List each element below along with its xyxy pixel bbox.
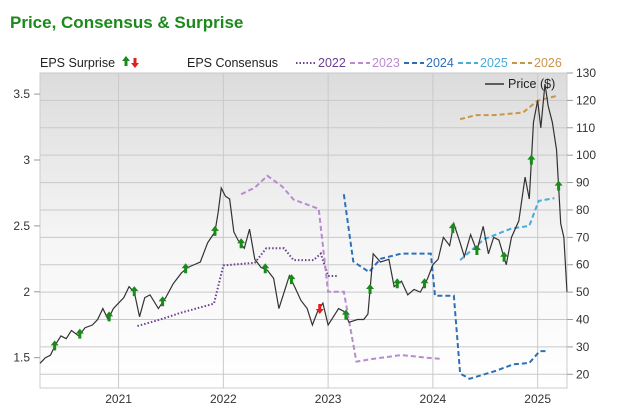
surprise-up-arrow-icon [75,328,84,339]
surprise-up-arrow-icon [130,286,139,297]
left-tick-label: 3 [23,153,30,167]
surprise-up-arrow-icon [554,180,563,191]
surprise-up-arrow-icon [261,263,270,274]
x-tick-label: 2022 [210,392,237,406]
right-tick-label: 50 [576,285,590,299]
surprise-up-arrow-icon [366,283,375,294]
legend-label-2024: 2024 [426,56,454,70]
surprise-up-arrow-icon [420,278,429,289]
legend-label-2026: 2026 [534,56,562,70]
right-tick-label: 70 [576,230,590,244]
legend-down-arrow-icon [131,58,139,68]
left-tick-label: 3.5 [13,87,30,101]
surprise-up-arrow-icon [50,340,59,351]
right-tick-label: 20 [576,367,590,381]
right-tick-label: 110 [576,121,595,135]
x-tick-label: 2025 [524,392,551,406]
right-tick-label: 120 [576,93,596,107]
right-tick-label: 90 [576,176,590,190]
surprise-up-arrow-icon [341,309,350,320]
legend-label-2023: 2023 [372,56,400,70]
legend-surprise-label: EPS Surprise [40,56,115,70]
surprise-up-arrow-icon [181,263,190,274]
surprise-up-arrow-icon [500,251,509,262]
consensus-line-2024 [342,194,547,380]
surprise-up-arrow-icon [210,225,219,236]
legend-consensus-label: EPS Consensus [187,56,278,70]
surprise-up-arrow-icon [393,278,402,289]
x-tick-label: 2021 [105,392,132,406]
surprise-up-arrow-icon [448,223,457,234]
left-tick-label: 2 [23,285,30,299]
right-tick-label: 80 [576,203,590,217]
left-tick-label: 2.5 [13,219,30,233]
right-tick-label: 100 [576,148,596,162]
legend-up-arrow-icon [122,56,130,66]
consensus-line-2025 [459,197,555,261]
chart-title: Price, Consensus & Surprise [10,13,244,32]
x-tick-label: 2023 [315,392,342,406]
consensus-line-2023 [240,174,443,363]
legend-label-2025: 2025 [480,56,508,70]
legend-price-label: Price ($) [508,77,555,91]
right-tick-label: 60 [576,258,590,272]
left-tick-label: 1.5 [13,351,30,365]
surprise-up-arrow-icon [158,296,167,307]
right-tick-label: 40 [576,313,590,327]
surprise-up-arrow-icon [287,274,296,285]
surprise-up-arrow-icon [105,311,114,322]
consensus-line-2026 [459,94,559,121]
consensus-line-2022 [137,247,339,328]
right-tick-label: 130 [576,66,596,80]
surprise-up-arrow-icon [527,154,536,165]
plot-area [39,72,568,389]
price-line [39,83,568,364]
surprise-up-arrow-icon [472,245,481,256]
legend-label-2022: 2022 [318,56,346,70]
surprise-up-arrow-icon [237,238,246,249]
x-tick-label: 2024 [420,392,447,406]
surprise-down-arrow-icon [315,304,324,315]
right-tick-label: 30 [576,340,590,354]
